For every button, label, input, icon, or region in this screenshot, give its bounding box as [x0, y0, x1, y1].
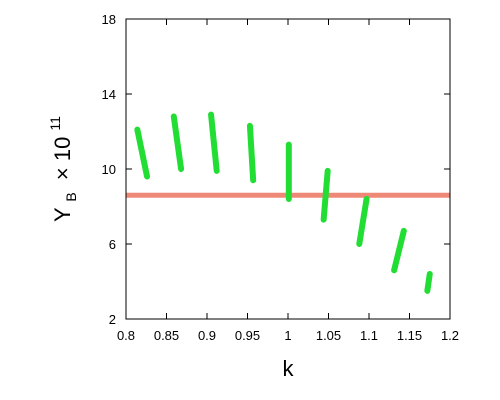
data-band-layer: [134, 111, 433, 294]
data-band: [170, 113, 185, 172]
data-band: [424, 271, 433, 294]
data-band: [134, 126, 151, 180]
y-axis-label-main: Y: [50, 207, 75, 222]
x-tick-label: 0.9: [198, 328, 216, 343]
y-axis-label-text: Y B × 10 11: [47, 116, 81, 222]
y-tick-label: 18: [102, 12, 116, 27]
y-axis-label-exponent: 11: [47, 116, 63, 131]
data-band: [208, 111, 220, 174]
y-axis-label-subscript: B: [63, 192, 79, 201]
data-band: [356, 196, 370, 247]
data-band: [391, 227, 407, 274]
y-tick-label: 14: [102, 87, 116, 102]
x-tick-label: 1: [284, 328, 291, 343]
x-axis-label: k: [283, 356, 295, 381]
y-tick-label: 6: [109, 237, 116, 252]
x-tick-label: 1.2: [441, 328, 459, 343]
y-axis-label: Y B × 10 11: [47, 116, 81, 222]
x-tick-label: 0.8: [117, 328, 135, 343]
y-tick-label: 10: [102, 162, 116, 177]
x-tick-label: 1.1: [360, 328, 378, 343]
y-axis-label-multiplier: × 10: [50, 137, 75, 180]
x-tick-label: 1.15: [397, 328, 422, 343]
x-tick-label: 1.05: [316, 328, 341, 343]
x-tick-label: 0.95: [235, 328, 260, 343]
x-tick-label: 0.85: [154, 328, 179, 343]
y-tick-label: 2: [109, 312, 116, 327]
tick-layer: 0.8 0.85 0.9 0.95 1 1.05 1.1 1.15 1.2 2 6 10 14 18: [102, 12, 460, 343]
data-band: [246, 122, 257, 184]
data-band: [320, 167, 331, 223]
